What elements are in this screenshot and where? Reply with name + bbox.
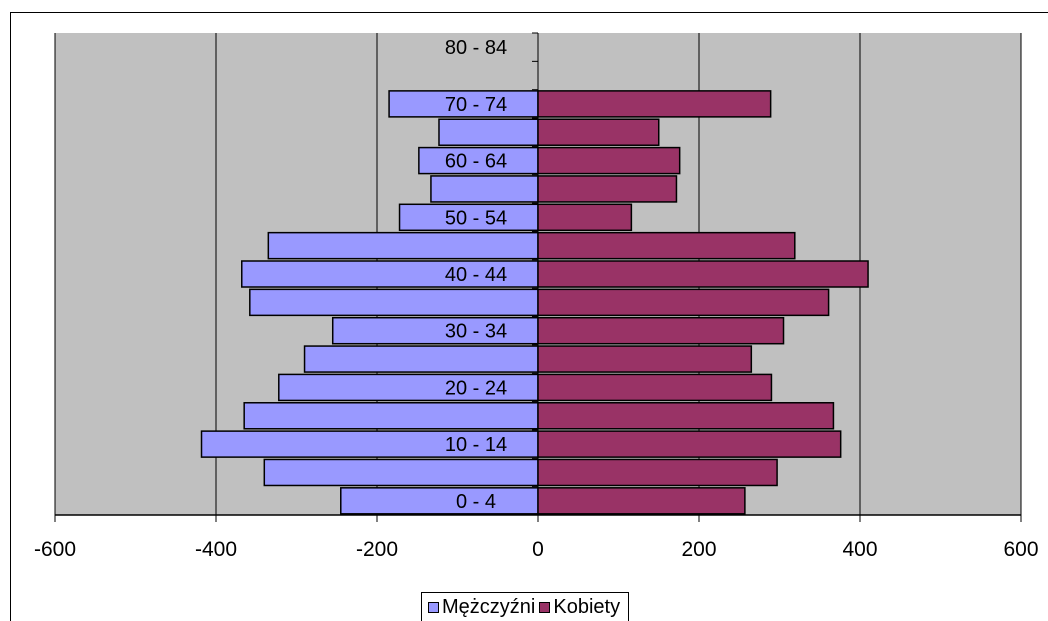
legend-entry-men: Mężczyźni bbox=[428, 596, 535, 619]
bar-women-30-34 bbox=[537, 316, 785, 345]
bar-women-60-64 bbox=[537, 146, 681, 175]
y-category-label: 70 - 74 bbox=[445, 94, 507, 116]
bar-women-50-54 bbox=[537, 203, 633, 232]
x-tick-label: 400 bbox=[842, 538, 877, 561]
bar-women-55-59 bbox=[537, 175, 678, 203]
y-category-label: 80 - 84 bbox=[445, 37, 507, 59]
bar-women-40-44 bbox=[537, 260, 869, 288]
legend-swatch-men bbox=[428, 601, 439, 613]
bar-men-10-14 bbox=[200, 430, 539, 458]
bar-women-25-29 bbox=[537, 345, 753, 373]
bar-men-65-69 bbox=[438, 118, 539, 146]
bar-men-40-44 bbox=[241, 260, 539, 288]
legend-label-women: Kobiety bbox=[553, 595, 621, 618]
bars bbox=[200, 90, 869, 515]
y-tick-labels: 0 - 4 10 - 14 20 - 24 30 - 34 40 - 44 50 - 54… bbox=[445, 37, 507, 513]
bar-men-5-9 bbox=[263, 458, 539, 487]
x-tick-label: -400 bbox=[195, 538, 237, 561]
bar-men-15-19 bbox=[243, 402, 539, 430]
bar-men-25-29 bbox=[303, 345, 539, 373]
y-category-label: 30 - 34 bbox=[445, 321, 507, 343]
x-tick-label: -600 bbox=[34, 538, 76, 561]
x-tick-label: 600 bbox=[1003, 538, 1038, 561]
legend-entry-women: Kobiety bbox=[539, 596, 620, 619]
bar-women-0-4 bbox=[537, 487, 746, 515]
bar-women-35-39 bbox=[537, 288, 830, 317]
bar-women-70-74 bbox=[537, 90, 772, 118]
bar-men-30-34 bbox=[331, 316, 539, 345]
bar-women-5-9 bbox=[537, 458, 778, 487]
y-category-label: 40 - 44 bbox=[445, 264, 507, 286]
bar-men-20-24 bbox=[278, 373, 539, 402]
y-category-label: 20 - 24 bbox=[445, 377, 507, 399]
legend-label-men: Mężczyźni bbox=[442, 595, 536, 618]
legend: Mężczyźni Kobiety bbox=[421, 592, 630, 621]
bar-men-60-64 bbox=[418, 146, 539, 175]
x-tick-labels: -600 -400 -200 0 200 400 600 bbox=[34, 538, 1039, 561]
y-category-label: 60 - 64 bbox=[445, 151, 507, 173]
bar-men-45-49 bbox=[267, 231, 539, 260]
bar-men-55-59 bbox=[430, 175, 539, 203]
y-category-label: 10 - 14 bbox=[445, 434, 507, 456]
bar-women-45-49 bbox=[537, 231, 796, 260]
bar-men-0-4 bbox=[340, 487, 539, 515]
legend-swatch-women bbox=[539, 601, 551, 613]
axes bbox=[54, 32, 1022, 522]
bar-women-15-19 bbox=[537, 402, 835, 430]
x-tick-label: 200 bbox=[681, 538, 716, 561]
bar-women-10-14 bbox=[537, 430, 842, 458]
bar-women-20-24 bbox=[537, 373, 773, 402]
y-category-label: 0 - 4 bbox=[456, 491, 496, 513]
bar-men-50-54 bbox=[398, 203, 539, 232]
bar-men-35-39 bbox=[249, 288, 539, 317]
bar-women-65-69 bbox=[537, 118, 660, 146]
x-tick-label: 0 bbox=[532, 538, 544, 561]
x-tick-label: -200 bbox=[356, 538, 398, 561]
y-category-label: 50 - 54 bbox=[445, 207, 507, 229]
